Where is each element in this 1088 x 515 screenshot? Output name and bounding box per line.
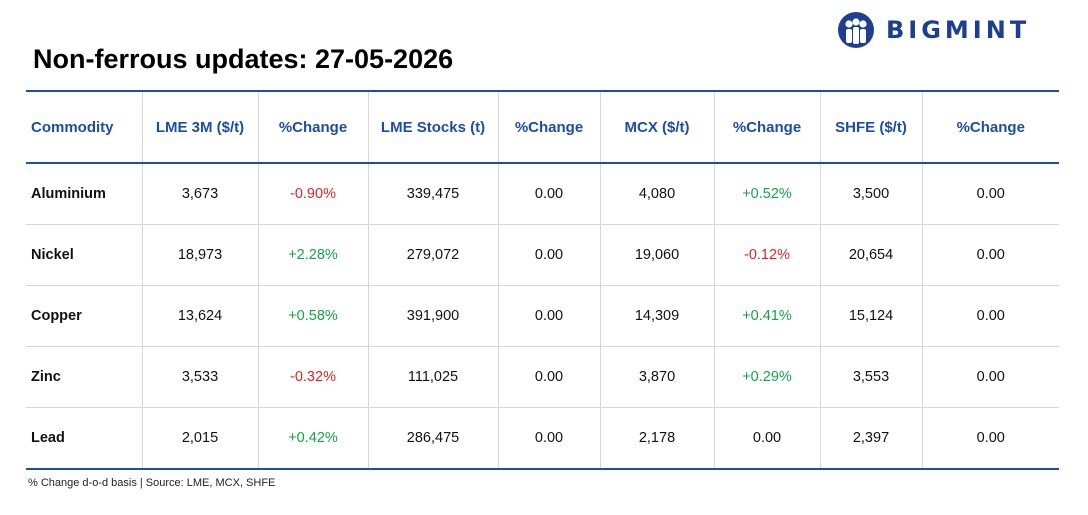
page-title: Non-ferrous updates: 27-05-2026 <box>33 44 454 74</box>
mcx-price: 3,870 <box>599 346 714 408</box>
lme3m-change: -0.32% <box>257 346 368 408</box>
shfe-price: 3,500 <box>819 163 922 225</box>
table-row: Copper 13,624 +0.58% 391,900 0.00 14,309… <box>26 285 1059 347</box>
shfe-price: 2,397 <box>819 407 922 470</box>
commodity-name: Copper <box>26 285 142 347</box>
shfe-price: 20,654 <box>819 224 922 286</box>
lme-stocks: 286,475 <box>367 407 498 470</box>
table-row: Lead 2,015 +0.42% 286,475 0.00 2,178 0.0… <box>26 407 1059 470</box>
commodity-table: Commodity LME 3M ($/t) %Change LME Stock… <box>26 90 1059 470</box>
stocks-change: 0.00 <box>497 407 600 470</box>
mcx-price: 4,080 <box>599 163 714 225</box>
lme-stocks: 279,072 <box>367 224 498 286</box>
mcx-change: +0.52% <box>713 163 820 225</box>
commodity-name: Aluminium <box>26 163 142 225</box>
shfe-change: 0.00 <box>921 224 1059 286</box>
shfe-change: 0.00 <box>921 346 1059 408</box>
table-row: Aluminium 3,673 -0.90% 339,475 0.00 4,08… <box>26 163 1059 225</box>
lme3m-change: +2.28% <box>257 224 368 286</box>
lme3m-price: 2,015 <box>141 407 258 470</box>
brand-logo: BIGMINT <box>836 10 1030 50</box>
header-commodity: Commodity <box>26 90 142 164</box>
mcx-change: +0.41% <box>713 285 820 347</box>
stocks-change: 0.00 <box>497 346 600 408</box>
header-shfe-change: %Change <box>921 90 1059 164</box>
shfe-change: 0.00 <box>921 285 1059 347</box>
lme3m-price: 13,624 <box>141 285 258 347</box>
lme3m-price: 3,533 <box>141 346 258 408</box>
table-row: Zinc 3,533 -0.32% 111,025 0.00 3,870 +0.… <box>26 346 1059 408</box>
lme3m-change: +0.42% <box>257 407 368 470</box>
lme3m-change: -0.90% <box>257 163 368 225</box>
mcx-change: -0.12% <box>713 224 820 286</box>
header-lme3m-change: %Change <box>257 90 368 164</box>
commodity-name: Lead <box>26 407 142 470</box>
commodity-name: Zinc <box>26 346 142 408</box>
stocks-change: 0.00 <box>497 163 600 225</box>
header-mcx-change: %Change <box>713 90 820 164</box>
header-shfe: SHFE ($/t) <box>819 90 922 164</box>
table-header-row: Commodity LME 3M ($/t) %Change LME Stock… <box>26 90 1059 164</box>
mcx-price: 19,060 <box>599 224 714 286</box>
shfe-change: 0.00 <box>921 163 1059 225</box>
header-lme3m: LME 3M ($/t) <box>141 90 258 164</box>
stocks-change: 0.00 <box>497 224 600 286</box>
mcx-price: 14,309 <box>599 285 714 347</box>
lme3m-change: +0.58% <box>257 285 368 347</box>
header-stocks-change: %Change <box>497 90 600 164</box>
table-row: Nickel 18,973 +2.28% 279,072 0.00 19,060… <box>26 224 1059 286</box>
header-lme-stocks: LME Stocks (t) <box>367 90 498 164</box>
people-circle-icon <box>838 12 874 48</box>
mcx-change: 0.00 <box>713 407 820 470</box>
shfe-price: 15,124 <box>819 285 922 347</box>
lme-stocks: 391,900 <box>367 285 498 347</box>
mcx-price: 2,178 <box>599 407 714 470</box>
shfe-change: 0.00 <box>921 407 1059 470</box>
commodity-name: Nickel <box>26 224 142 286</box>
stocks-change: 0.00 <box>497 285 600 347</box>
header-mcx: MCX ($/t) <box>599 90 714 164</box>
mcx-change: +0.29% <box>713 346 820 408</box>
brand-name: BIGMINT <box>886 16 1031 44</box>
lme3m-price: 3,673 <box>141 163 258 225</box>
lme-stocks: 111,025 <box>367 346 498 408</box>
lme-stocks: 339,475 <box>367 163 498 225</box>
shfe-price: 3,553 <box>819 346 922 408</box>
footnote: % Change d-o-d basis | Source: LME, MCX,… <box>28 477 276 489</box>
lme3m-price: 18,973 <box>141 224 258 286</box>
